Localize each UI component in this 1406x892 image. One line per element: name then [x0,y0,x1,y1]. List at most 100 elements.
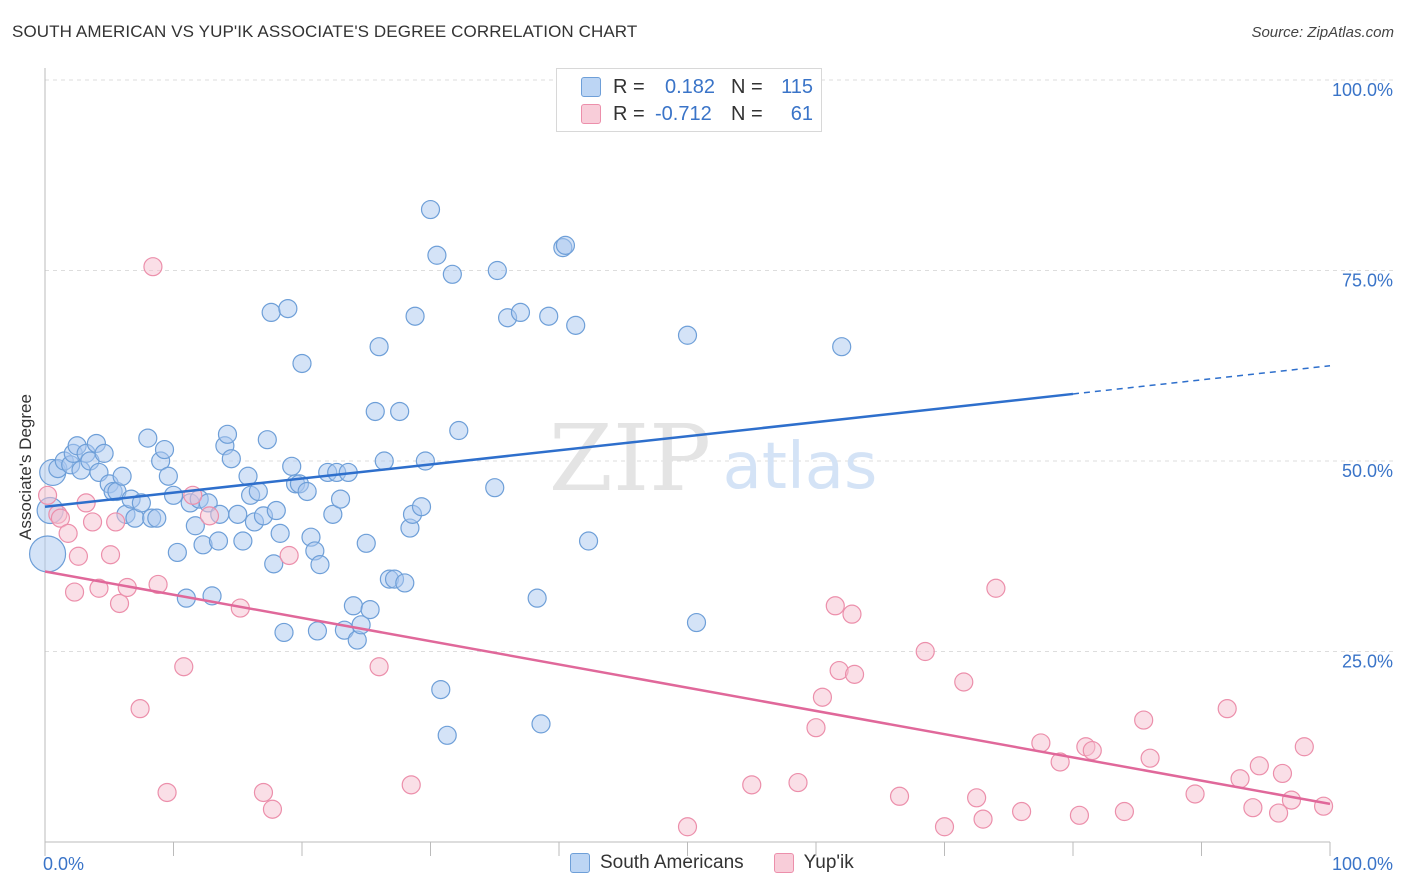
legend-n-label: N = [731,102,763,125]
axes [44,68,1331,856]
south-american-point [356,533,376,553]
yupik-point [1069,805,1090,825]
yupik-point [106,512,126,532]
yupik-point [1268,803,1289,823]
yupik-point [812,687,833,707]
yupik-point [986,578,1006,598]
south-american-point [485,478,505,498]
yupik-point [199,506,220,526]
south-american-point [217,424,238,444]
south-american-point [539,306,559,326]
south-american-point [307,621,328,641]
y-tick-label: 25.0% [1342,652,1393,672]
south-american-point [131,493,151,513]
source-label: Source: ZipAtlas.com [1251,24,1394,41]
legend-swatch-pink [581,104,601,124]
south-american-point [374,451,394,471]
yupik-point [889,786,910,806]
yupik-point [1281,790,1302,810]
yupik-point [1185,784,1205,804]
yupik-point [37,485,58,505]
yupik-point [1294,737,1314,757]
yupik-point [1114,801,1135,822]
south-american-point [147,508,167,528]
yupik-point [89,578,109,598]
south-american-point [686,612,707,633]
south-american-point [390,401,410,422]
south-american-point [360,599,380,620]
legend-row-yupik: R = -0.712 N = 61 [581,101,813,127]
south-american-point [531,714,551,734]
yupik-point [915,641,935,662]
watermark-atlas: atlas [723,430,878,504]
yupik-point [1082,740,1102,761]
legend-swatch-blue [570,853,590,873]
south-american-point [208,531,229,551]
yupik-point [109,593,130,614]
yupik-point [844,664,865,684]
south-american-point [395,573,415,593]
south-americans-trend-line [44,392,1074,508]
yupik-point [262,799,283,819]
south-american-point [297,481,317,502]
yupik-point [742,775,762,795]
yupik-point [174,657,194,677]
legend-item-yupik[interactable]: Yup'ik [773,852,854,874]
yupik-point [157,782,177,803]
yupik-point [954,672,974,692]
yupik-point [1249,756,1269,776]
south-american-point [154,439,175,460]
south-american-point [158,466,178,486]
yupik-point [143,257,163,277]
south-american-point [228,504,248,524]
south-american-point [555,235,576,255]
south-american-point [264,554,284,574]
chart-title: SOUTH AMERICAN VS YUP'IK ASSOCIATE'S DEG… [12,22,638,41]
south-american-point [28,535,67,573]
yupik-point [967,788,987,808]
yupik-point [1011,801,1032,822]
yupik-trend-line [44,570,1331,806]
yupik-point [1313,796,1334,816]
south-americans-trend-extension [1072,365,1331,395]
yupik-point [934,817,955,837]
south-american-point [431,679,451,700]
south-american-point [427,245,447,265]
south-american-point [112,466,132,486]
series-legend: South Americans Yup'ik [570,852,884,874]
legend-label: Yup'ik [803,852,854,873]
south-american-point [442,264,462,284]
legend-swatch-pink [773,853,794,873]
south-american-point [221,449,241,469]
south-american-point [420,199,441,220]
legend-item-south-americans[interactable]: South Americans [570,852,744,874]
south-american-point [832,337,852,357]
legend-n-value: 61 [790,102,813,125]
yupik-point [973,809,993,829]
south-american-point [257,430,277,450]
south-american-point [510,302,531,323]
legend-n-value: 115 [781,75,813,98]
south-american-point [677,325,698,345]
yupik-point [148,574,168,595]
yupik-point [68,546,89,566]
south-american-point [163,485,184,505]
south-american-point [278,299,298,319]
tick-labels: 25.0% 50.0% 75.0% 100.0% 0.0% 100.0% [43,80,1393,874]
south-american-point [566,315,586,335]
legend-r-value: -0.712 [655,102,712,125]
yupik-point [1140,748,1160,768]
yupik-point [279,545,299,566]
yupik-point [1272,763,1293,784]
south-american-point [365,401,385,422]
south-american-point [270,523,290,543]
yupik-point [130,699,150,719]
yupik-point [1217,699,1237,719]
south-american-point [330,489,351,509]
legend-r-label: R = [613,75,645,98]
south-american-point [578,531,599,551]
legend-r-value: 0.182 [665,75,716,98]
legend-r-label: R = [613,102,645,125]
y-axis-label: Associate's Degree [16,394,35,540]
